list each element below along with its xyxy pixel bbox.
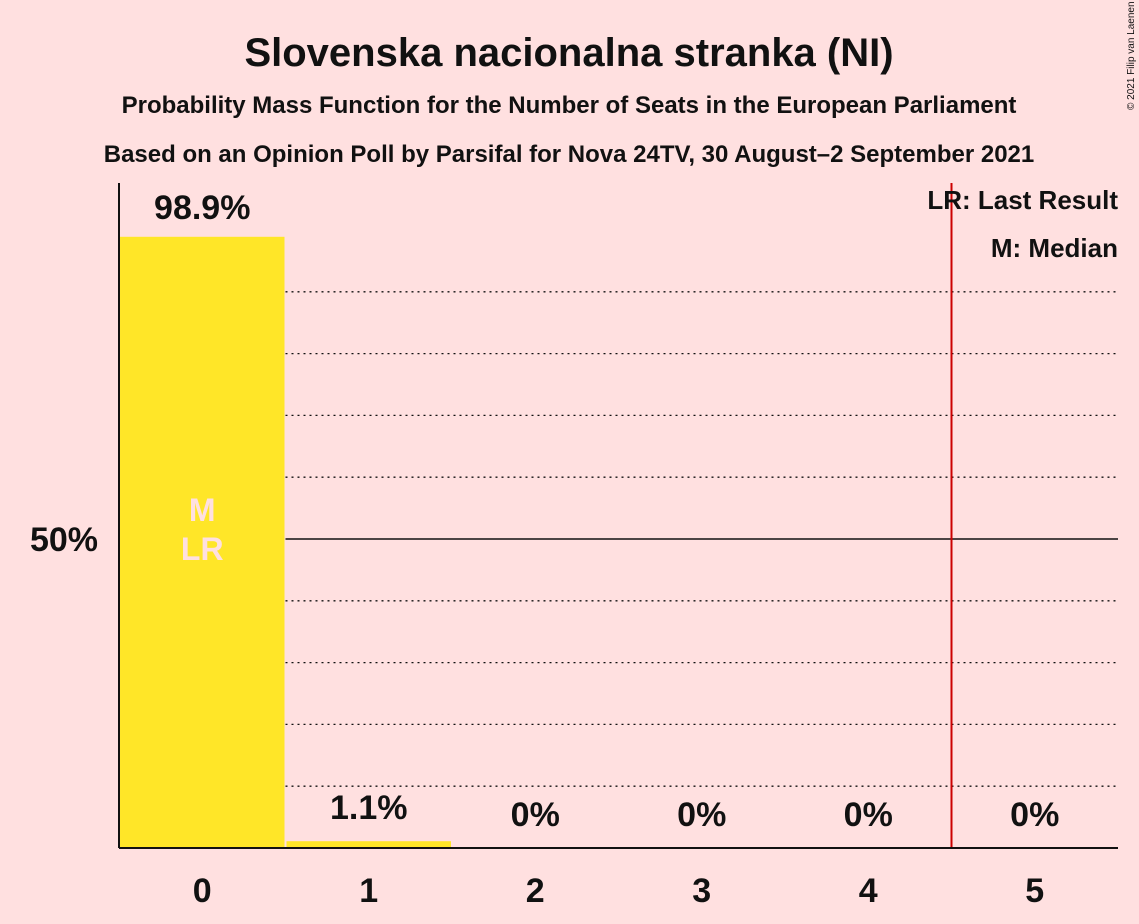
bar-value-label: 1.1%: [330, 789, 408, 827]
last-result-marker: LR: [181, 531, 224, 567]
bar-value-label: 0%: [677, 796, 726, 834]
bar-1: [286, 841, 451, 848]
bars: [120, 236, 451, 849]
x-tick-label: 1: [359, 872, 378, 910]
x-tick-label: 3: [692, 872, 711, 910]
gridlines: [285, 183, 1118, 848]
x-tick-label: 0: [193, 872, 212, 910]
bar-value-label: 0%: [844, 796, 893, 834]
x-tick-label: 2: [526, 872, 545, 910]
x-tick-label: 5: [1025, 872, 1044, 910]
bar-0: [120, 236, 285, 849]
legend-median: M: Median: [991, 233, 1118, 263]
bar-value-label: 0%: [1010, 796, 1059, 834]
chart-subtitle-source: Based on an Opinion Poll by Parsifal for…: [104, 141, 1035, 168]
chart-title: Slovenska nacionalna stranka (NI): [244, 31, 893, 75]
legend-last-result: LR: Last Result: [927, 185, 1118, 215]
bar-value-label: 98.9%: [154, 189, 250, 227]
axes: 50% 0 1 2 3 4 5: [30, 183, 1118, 910]
bar-labels: 98.9% 1.1% 0% 0% 0% 0% MLR: [154, 189, 1059, 834]
x-tick-label: 4: [859, 872, 878, 910]
median-marker: M: [189, 492, 216, 528]
chart-subtitle: Probability Mass Function for the Number…: [122, 92, 1017, 119]
y-tick-label: 50%: [30, 521, 98, 559]
copyright-notice: © 2021 Filip van Laenen: [1126, 1, 1137, 110]
bar-value-label: 0%: [511, 796, 560, 834]
